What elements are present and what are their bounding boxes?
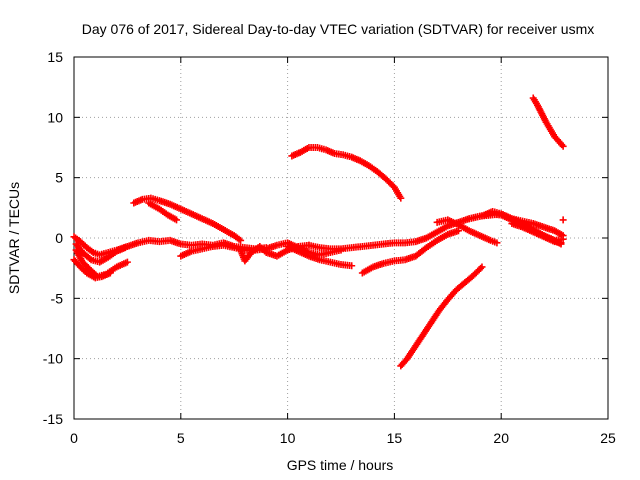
- data-point: [397, 194, 405, 202]
- series-arc-early-4: [70, 256, 114, 282]
- data-point: [123, 258, 131, 266]
- x-tick-label: 25: [600, 430, 616, 446]
- data-point: [106, 269, 114, 277]
- data-point: [454, 227, 462, 235]
- series-arc-11h: [288, 144, 405, 202]
- series-arc-15h-rise: [397, 263, 486, 370]
- series-isolated-point: [559, 216, 567, 224]
- y-tick-label: -5: [51, 290, 64, 306]
- series-arc-3h-b: [145, 199, 181, 224]
- data-point: [173, 216, 181, 224]
- y-axis-label: SDTVAR / TECUs: [6, 182, 22, 294]
- data-point: [477, 264, 485, 272]
- data-point: [348, 262, 356, 270]
- x-axis: 0 5 10 15 20 25: [70, 57, 616, 446]
- series-arc-late-4: [508, 220, 565, 247]
- data-point: [559, 216, 567, 224]
- x-tick-label: 5: [177, 430, 185, 446]
- series-arc-early-2: [72, 240, 129, 266]
- series-arc-21h: [529, 94, 567, 150]
- y-tick-label: -10: [43, 351, 63, 367]
- data-point: [557, 239, 565, 247]
- data-point: [493, 239, 501, 247]
- x-tick-label: 20: [493, 430, 509, 446]
- y-tick-label: 10: [47, 109, 63, 125]
- data-point: [559, 142, 567, 150]
- x-tick-label: 0: [70, 430, 78, 446]
- data-point: [559, 235, 567, 243]
- x-axis-label: GPS time / hours: [287, 457, 394, 473]
- grid: [74, 57, 608, 419]
- series-arc-late-1: [433, 216, 501, 247]
- data-point: [121, 244, 129, 252]
- data-point: [86, 255, 94, 263]
- chart-title: Day 076 of 2017, Sidereal Day-to-day VTE…: [82, 21, 595, 37]
- y-tick-label: 15: [47, 49, 63, 65]
- data-points: [70, 94, 567, 370]
- x-tick-label: 10: [280, 430, 296, 446]
- y-axis: 15 10 5 0 -5 -10 -15: [43, 49, 608, 427]
- data-point: [478, 263, 486, 271]
- series-arc-3h: [130, 194, 245, 244]
- series-arc-mid-5: [358, 227, 462, 277]
- y-tick-label: -15: [43, 411, 63, 427]
- y-tick-label: 0: [55, 230, 63, 246]
- x-tick-label: 15: [387, 430, 403, 446]
- series-arc-mid-3: [284, 242, 356, 270]
- data-point: [237, 236, 245, 244]
- y-tick-label: 5: [55, 170, 63, 186]
